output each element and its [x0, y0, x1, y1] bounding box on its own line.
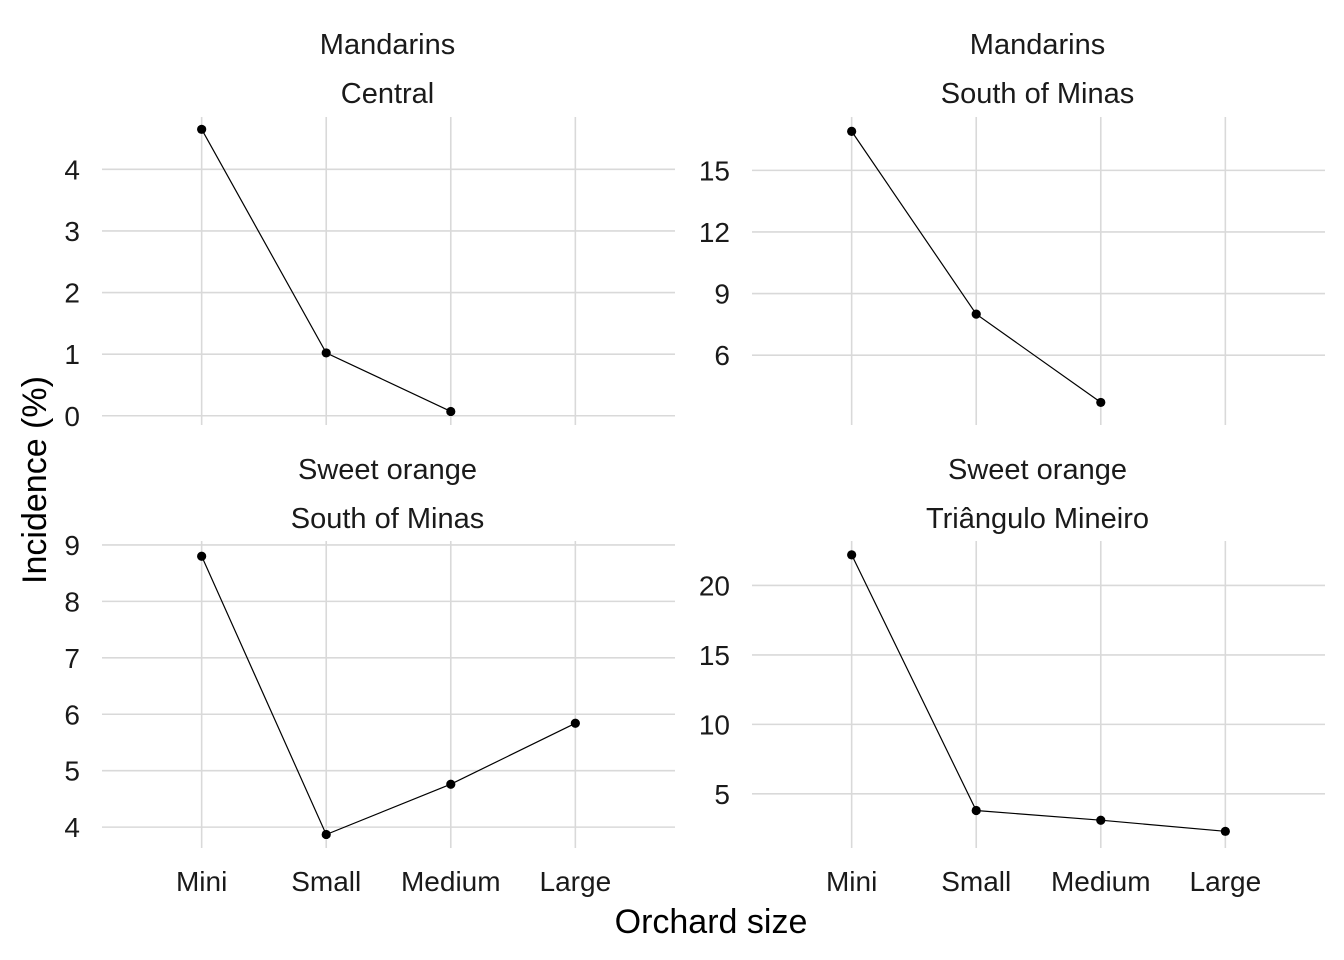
x-axis-title: Orchard size	[615, 903, 808, 941]
x-tick-label: Mini	[176, 866, 227, 897]
y-tick-label: 2	[64, 278, 80, 309]
data-point	[1220, 826, 1230, 836]
data-point	[321, 348, 331, 358]
data-point	[1096, 397, 1106, 408]
panel-4-strip-crop: Sweet orange	[948, 454, 1127, 486]
y-tick-label: 5	[64, 756, 80, 787]
data-point	[1096, 815, 1106, 825]
y-tick-label: 15	[699, 155, 730, 186]
y-tick-label: 4	[64, 812, 80, 843]
panel-1: Mandarins Central 0 1 2 3 4	[64, 29, 675, 432]
y-tick-label: 4	[64, 154, 80, 185]
y-tick-label: 6	[714, 340, 730, 371]
panel-1-strip-region: Central	[341, 78, 435, 110]
panel-1-strip-crop: Mandarins	[320, 29, 455, 61]
panel-2: Mandarins South of Minas 6 9 12 15	[699, 29, 1325, 425]
panel-3-strip-crop: Sweet orange	[298, 454, 477, 486]
x-tick-label: Small	[941, 866, 1011, 897]
y-tick-label: 9	[64, 530, 80, 561]
data-point	[446, 406, 456, 417]
panel-4: Sweet orange Triângulo Mineiro 5 10 15 20 Mini…	[699, 454, 1325, 897]
series-line	[851, 554, 1226, 832]
panel-4-strip-region: Triângulo Mineiro	[926, 503, 1149, 535]
y-tick-label: 1	[64, 339, 80, 370]
x-tick-label: Medium	[1051, 866, 1151, 897]
y-tick-label: 0	[64, 401, 80, 432]
x-tick-label: Large	[1190, 866, 1262, 897]
panel-3-strip-region: South of Minas	[291, 503, 484, 535]
y-tick-label: 15	[699, 640, 730, 671]
y-tick-label: 10	[699, 709, 730, 740]
x-tick-label: Small	[291, 866, 361, 897]
data-point	[971, 805, 981, 816]
y-tick-label: 6	[64, 699, 80, 730]
y-tick-label: 12	[699, 217, 730, 248]
data-point	[197, 124, 207, 134]
series-line	[201, 555, 576, 836]
y-tick-label: 8	[64, 586, 80, 617]
data-point	[847, 550, 857, 560]
x-tick-label: Large	[540, 866, 612, 897]
y-tick-label: 7	[64, 643, 80, 674]
x-tick-label: Medium	[401, 866, 501, 897]
y-tick-label: 20	[699, 570, 730, 601]
y-tick-label: 9	[714, 279, 730, 310]
data-point	[321, 829, 331, 840]
y-axis-title: Incidence (%)	[16, 376, 54, 584]
y-tick-label: 5	[714, 779, 730, 810]
y-tick-label: 3	[64, 216, 80, 247]
data-point	[847, 126, 857, 136]
panel-2-strip-region: South of Minas	[941, 78, 1134, 110]
data-point	[446, 779, 456, 789]
data-point	[971, 309, 981, 319]
x-tick-label: Mini	[826, 866, 877, 897]
data-point	[570, 718, 580, 728]
panel-2-strip-crop: Mandarins	[970, 29, 1105, 61]
data-point	[197, 551, 207, 561]
panel-3: Sweet orange South of Minas 4 5 6 7 8 9 Mini Smal…	[64, 454, 675, 897]
